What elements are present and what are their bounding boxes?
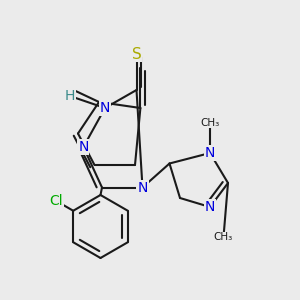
- Text: N: N: [205, 146, 215, 160]
- Text: H: H: [65, 89, 75, 103]
- Text: Cl: Cl: [50, 194, 63, 208]
- Text: N: N: [100, 101, 110, 115]
- Text: N: N: [78, 140, 88, 154]
- Text: S: S: [132, 46, 141, 62]
- Text: N: N: [137, 181, 148, 194]
- Text: N: N: [205, 200, 215, 214]
- Text: CH₃: CH₃: [214, 232, 233, 242]
- Text: CH₃: CH₃: [200, 118, 220, 128]
